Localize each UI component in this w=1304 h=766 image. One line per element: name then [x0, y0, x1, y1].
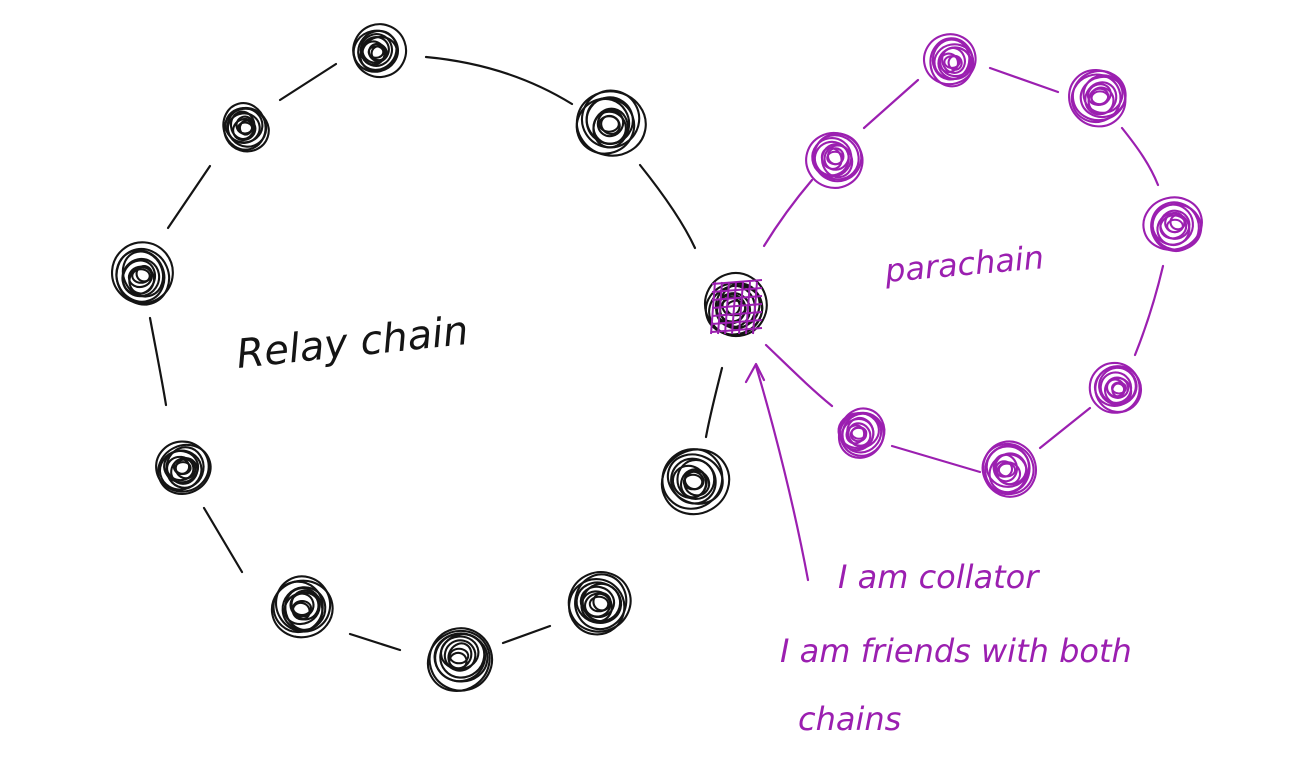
parachain-label: parachain	[882, 238, 1045, 290]
collator-label-line1: I am collator	[838, 558, 1040, 596]
collator-label-line3: chains	[798, 700, 901, 738]
relay-node	[155, 440, 212, 495]
collator-node-outline	[703, 272, 768, 338]
parachain-node	[837, 407, 886, 459]
parachain-node	[923, 33, 977, 88]
relay-link	[148, 316, 168, 407]
collator-arrow	[744, 362, 810, 582]
relay-link	[166, 164, 212, 230]
parachain-link	[1120, 126, 1160, 187]
relay-link	[424, 55, 574, 106]
relay-link	[638, 163, 697, 250]
relay-chain-label: Relay chain	[234, 308, 470, 378]
relay-link	[501, 624, 552, 645]
relay-node	[660, 448, 731, 516]
parachain-nodes	[805, 33, 1203, 498]
parachain-link	[762, 178, 814, 248]
parachain-link	[862, 78, 920, 130]
arrow-shaft	[754, 364, 810, 582]
relay-node	[352, 23, 408, 79]
relay-link	[348, 632, 402, 652]
parachain-node	[1142, 196, 1203, 252]
collator-node	[703, 272, 768, 338]
relay-node	[270, 575, 334, 639]
parachain-link	[988, 66, 1060, 94]
parachain-node	[981, 440, 1037, 498]
relay-node	[575, 89, 647, 157]
collator-label-line2: I am friends with both	[780, 632, 1132, 670]
parachain-node	[1068, 68, 1127, 128]
relay-chain-links	[148, 55, 724, 652]
parachain-link	[1133, 264, 1165, 357]
parachain-link	[890, 444, 982, 474]
relay-link	[704, 366, 724, 439]
relay-link	[202, 506, 244, 574]
parachain-node	[805, 131, 864, 189]
relay-node	[110, 241, 174, 306]
parachain-links	[762, 66, 1165, 474]
relay-node	[567, 571, 632, 636]
arrow-head	[744, 362, 766, 384]
relay-chain-nodes	[110, 23, 731, 692]
collator-node-hatch	[710, 279, 763, 335]
relay-node	[426, 627, 494, 692]
parachain-link	[1038, 406, 1092, 450]
relay-node	[222, 102, 270, 153]
parachain-link	[764, 343, 834, 408]
relay-link	[278, 62, 338, 102]
parachain-node	[1088, 361, 1143, 414]
